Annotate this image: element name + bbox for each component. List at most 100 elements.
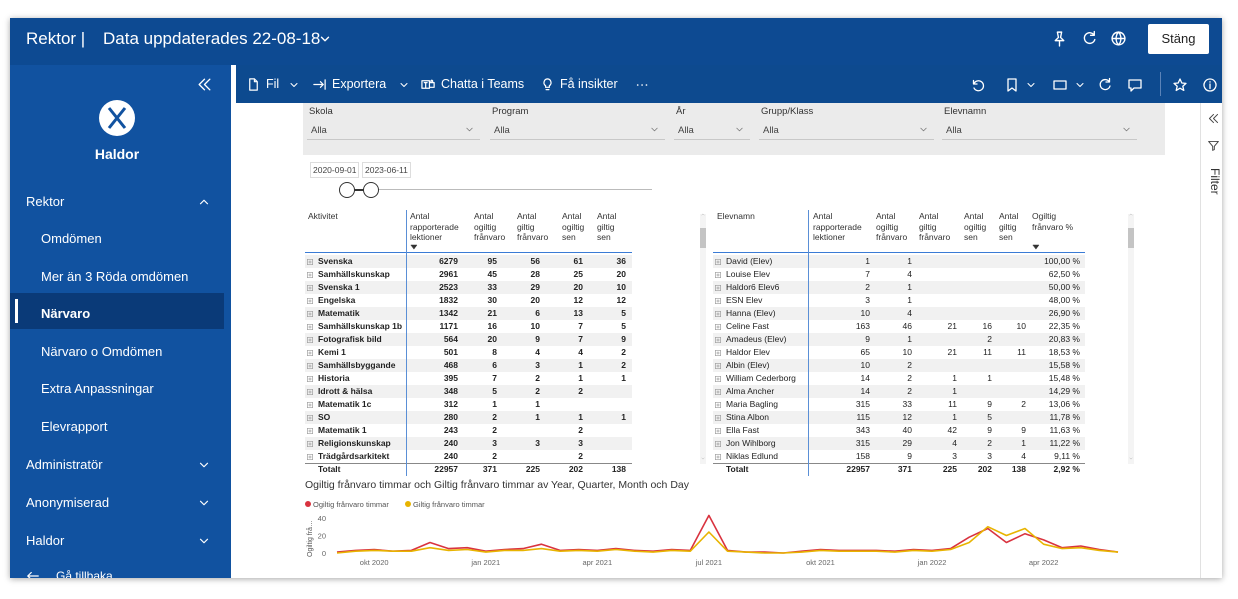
data-updated-title[interactable]: Data uppdaterades 22-08-18 [103, 29, 321, 48]
column-header[interactable]: Ogiltig frånvaro % [1032, 211, 1074, 232]
expand-row[interactable] [714, 375, 722, 383]
expand-row[interactable] [714, 349, 722, 357]
expand-row[interactable] [714, 401, 722, 409]
nav-item[interactable]: Omdömen [41, 231, 102, 246]
sort-indicator [410, 244, 418, 250]
expand-row[interactable] [306, 440, 314, 448]
slicer-dropdown[interactable] [942, 122, 1137, 140]
toolbar-item[interactable]: Chatta i Teams [441, 77, 525, 91]
expand-row[interactable] [306, 310, 314, 318]
column-header[interactable]: Antal ogiltig frånvaro [474, 211, 506, 242]
toolbar-action[interactable] [970, 77, 986, 93]
close-button[interactable]: Stäng [1148, 24, 1209, 54]
date-handle-start[interactable] [339, 182, 355, 198]
column-header[interactable]: Antal giltig sen [597, 211, 617, 242]
slicer-dropdown[interactable] [759, 122, 934, 140]
expand-row[interactable] [306, 453, 314, 461]
toolbar-icon[interactable] [421, 77, 436, 92]
nav-item[interactable]: Närvaro [41, 306, 91, 321]
expand-row[interactable] [714, 310, 722, 318]
date-start[interactable]: 2020-09-01 [310, 162, 360, 178]
expand-row[interactable] [714, 362, 722, 370]
nav-section[interactable]: Rektor [26, 194, 65, 209]
scrollbar-thumb[interactable] [700, 228, 706, 248]
slicer-dropdown[interactable] [674, 122, 750, 140]
title-chevron[interactable] [318, 32, 332, 46]
toolbar-item[interactable]: Fil [266, 77, 280, 91]
expand-row[interactable] [306, 401, 314, 409]
slicer-dropdown[interactable] [490, 122, 665, 140]
expand-row[interactable] [714, 258, 722, 266]
column-header[interactable]: Antal rapporterade lektioner [813, 211, 862, 242]
toolbar-action[interactable] [1202, 77, 1218, 93]
slicer-value[interactable]: Alla [678, 125, 694, 136]
expand-row[interactable] [714, 336, 722, 344]
expand-row[interactable] [306, 297, 314, 305]
slicer-value[interactable]: Alla [494, 125, 510, 136]
nav-item[interactable]: Närvaro o Omdömen [41, 343, 163, 359]
column-header[interactable]: Antal giltig frånvaro [517, 211, 549, 242]
nav-section[interactable]: Haldor [26, 533, 65, 548]
expand-row[interactable] [714, 271, 722, 279]
expand-row[interactable] [306, 284, 314, 292]
back-link[interactable]: Gå tillbaka [56, 569, 113, 578]
toolbar-icon[interactable] [246, 77, 261, 92]
nav-section[interactable]: Administratör [26, 457, 103, 472]
language-icon[interactable] [1110, 30, 1127, 47]
column-header[interactable]: Antal giltig frånvaro [919, 211, 951, 242]
toolbar-action[interactable] [1172, 77, 1188, 93]
nav-item[interactable]: Extra Anpassningar [41, 381, 154, 396]
scrollbar-thumb[interactable] [1128, 228, 1134, 248]
cell-value: 14,29 % [1048, 386, 1080, 396]
column-header[interactable]: Antal ogiltig sen [562, 211, 585, 242]
slicer-value[interactable]: Alla [311, 125, 327, 136]
reload-icon[interactable] [1081, 30, 1098, 47]
slicer-value[interactable]: Alla [946, 125, 962, 136]
toolbar-action[interactable] [1097, 77, 1113, 93]
date-handle-end[interactable] [363, 182, 379, 198]
expand-row[interactable] [306, 258, 314, 266]
expand-row[interactable] [306, 349, 314, 357]
expand-row[interactable] [714, 414, 722, 422]
nav-item[interactable]: Mer än 3 Röda omdömen [41, 268, 189, 284]
more-icon[interactable] [634, 78, 650, 92]
expand-row[interactable] [714, 440, 722, 448]
column-header[interactable]: Aktivitet [308, 211, 338, 221]
expand-row[interactable] [714, 427, 722, 435]
toolbar-item[interactable]: Få insikter [560, 77, 618, 91]
toolbar-action[interactable] [1127, 77, 1143, 93]
expand-row[interactable] [714, 388, 722, 396]
column-header[interactable]: Antal ogiltig sen [964, 211, 987, 242]
toolbar-action[interactable] [1004, 77, 1020, 93]
expand-row[interactable] [306, 271, 314, 279]
expand-row[interactable] [306, 388, 314, 396]
expand-row[interactable] [306, 427, 314, 435]
date-end[interactable]: 2023-06-11 [362, 162, 411, 178]
column-header[interactable]: Antal giltig sen [999, 211, 1019, 242]
column-header[interactable]: Antal rapporterade lektioner [410, 211, 459, 242]
expand-row[interactable] [306, 336, 314, 344]
pin-icon[interactable] [1051, 30, 1068, 47]
toolbar-icon[interactable] [312, 77, 327, 92]
expand-row[interactable] [714, 284, 722, 292]
collapse-sidebar[interactable] [196, 76, 213, 93]
cell-value: 1 [578, 373, 583, 383]
expand-row[interactable] [306, 323, 314, 331]
toolbar-action[interactable] [1052, 77, 1068, 93]
filter-collapse[interactable] [1207, 112, 1220, 125]
column-header[interactable]: Antal ogiltig frånvaro [876, 211, 908, 242]
expand-row[interactable] [306, 375, 314, 383]
expand-row[interactable] [714, 297, 722, 305]
nav-item[interactable]: Elevrapport [41, 418, 108, 434]
filter-label[interactable]: Filter [1208, 168, 1222, 195]
toolbar-item[interactable]: Exportera [332, 77, 387, 91]
toolbar-icon[interactable] [540, 77, 555, 92]
expand-row[interactable] [306, 362, 314, 370]
slicer-dropdown[interactable] [307, 122, 480, 140]
expand-row[interactable] [714, 323, 722, 331]
slicer-value[interactable]: Alla [763, 125, 779, 136]
expand-row[interactable] [306, 414, 314, 422]
column-header[interactable]: Elevnamn [717, 211, 755, 221]
nav-section[interactable]: Anonymiserad [26, 495, 110, 510]
expand-row[interactable] [714, 453, 722, 461]
